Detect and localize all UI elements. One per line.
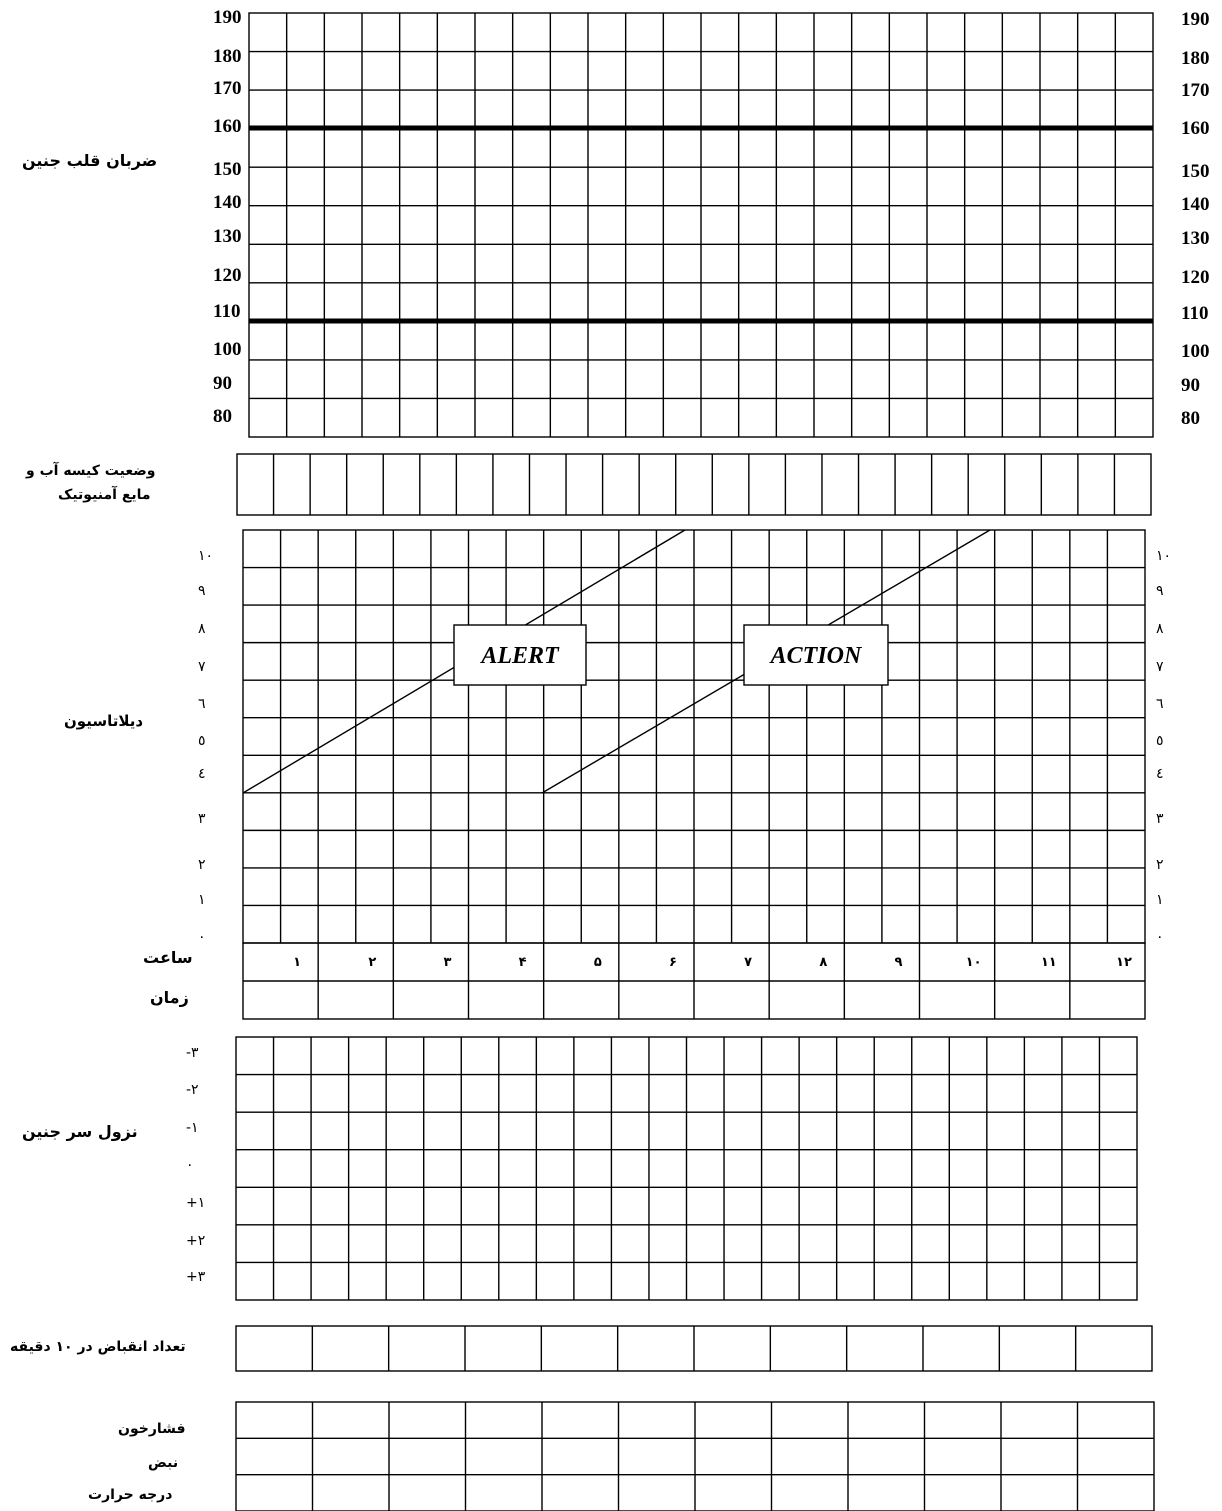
fhr-tick-right: 140 [1181, 194, 1210, 215]
dilatation-tick-left: ۸ [198, 621, 206, 637]
dilatation-tick-right: ٤ [1156, 766, 1164, 782]
descent-tick: +۳ [186, 1269, 206, 1285]
descent-grid[interactable] [0, 0, 1222, 1310]
alert-box [453, 624, 587, 686]
fhr-tick-left: 180 [213, 46, 242, 67]
descent-tick: -۱ [186, 1120, 199, 1136]
descent-tick: +۱ [186, 1195, 206, 1211]
descent-tick: +۲ [186, 1233, 206, 1249]
dilatation-label: دیلاتاسیون [64, 712, 144, 730]
fhr-tick-right: 180 [1181, 48, 1210, 69]
hour-number: ۹ [894, 955, 902, 970]
fhr-tick-left: 80 [213, 406, 232, 427]
hour-number: ۱۰ [966, 955, 982, 970]
fhr-tick-right: 170 [1181, 80, 1210, 101]
fhr-tick-left: 110 [213, 301, 241, 322]
fhr-tick-right: 150 [1181, 161, 1210, 182]
fhr-tick-left: 190 [213, 7, 242, 28]
fhr-label: ضربان قلب جنین [22, 151, 158, 170]
fhr-tick-left: 150 [213, 159, 242, 180]
bp-label: فشارخون [118, 1421, 186, 1437]
hour-number: ۵ [594, 955, 602, 970]
time-label: زمان [150, 988, 189, 1007]
hour-number: ۷ [744, 955, 752, 970]
hour-label: ساعت [143, 948, 193, 967]
membranes-cell-border [236, 453, 1152, 516]
hour-number: ۴ [519, 955, 527, 970]
fhr-tick-right: 160 [1181, 118, 1210, 139]
dilatation-tick-left: ۱ [198, 892, 206, 908]
fhr-tick-right: 190 [1181, 9, 1210, 30]
fhr-tick-right: 130 [1181, 228, 1210, 249]
dilatation-tick-left: ۹ [198, 583, 206, 599]
dilatation-tick-left: ٦ [198, 696, 206, 712]
dilatation-tick-right: ۸ [1156, 621, 1164, 637]
dilatation-tick-right: ٥ [1156, 733, 1164, 749]
descent-tick: -۳ [186, 1045, 199, 1061]
hour-number: ۶ [669, 955, 677, 970]
pulse-label: نبض [148, 1455, 179, 1471]
hour-number: ۱۱ [1041, 955, 1057, 970]
hour-number: ۳ [443, 955, 451, 970]
membranes-label-line2: مایع آمنیوتیک [58, 487, 151, 503]
descent-label: نزول سر جنین [22, 1122, 138, 1141]
dilatation-tick-left: ٥ [198, 733, 206, 749]
fhr-tick-right: 90 [1181, 375, 1200, 396]
alert-label: ALERT [479, 643, 560, 669]
action-label: ACTION [769, 643, 863, 669]
fhr-tick-right: 110 [1181, 303, 1209, 324]
dilatation-tick-left: ۰ [198, 929, 206, 945]
hour-number: ۸ [819, 955, 827, 970]
dilatation-tick-right: ٦ [1156, 696, 1164, 712]
hour-number: ۱۲ [1116, 955, 1132, 970]
action-box [743, 624, 889, 686]
dilatation-tick-right: ۰ [1156, 929, 1164, 945]
dilatation-tick-left: ۷ [198, 659, 206, 675]
fhr-tick-left: 140 [213, 192, 242, 213]
membranes-grid[interactable] [0, 0, 1222, 520]
dilatation-tick-right: ۳ [1156, 811, 1164, 827]
fhr-tick-right: 100 [1181, 341, 1210, 362]
dilatation-tick-right: ۱۰ [1156, 548, 1172, 564]
dilatation-tick-right: ۹ [1156, 583, 1164, 599]
dilatation-tick-left: ۱۰ [198, 548, 214, 564]
descent-tick: ۰ [186, 1157, 194, 1173]
fhr-tick-left: 90 [213, 373, 232, 394]
dilatation-tick-left: ۳ [198, 811, 206, 827]
fhr-tick-left: 100 [213, 339, 242, 360]
membranes-label-line1: وضعیت کیسه آب و [26, 463, 156, 479]
descent-tick: -۲ [186, 1082, 199, 1098]
contractions-grid[interactable] [0, 0, 1222, 1380]
fhr-tick-right: 80 [1181, 408, 1200, 429]
hour-number: ۱ [293, 955, 301, 970]
temperature-label: درجه حرارت [88, 1487, 173, 1503]
contractions-label: تعداد انقباض در ۱۰ دقیقه [10, 1339, 186, 1355]
fhr-grid[interactable] [0, 0, 1222, 445]
fhr-tick-left: 160 [213, 116, 242, 137]
hour-number: ۲ [368, 955, 376, 970]
dilatation-tick-left: ۲ [198, 857, 206, 873]
dilatation-tick-left: ٤ [198, 766, 206, 782]
fhr-tick-right: 120 [1181, 267, 1210, 288]
dilatation-tick-right: ۷ [1156, 659, 1164, 675]
fhr-tick-left: 170 [213, 78, 242, 99]
dilatation-tick-right: ۲ [1156, 857, 1164, 873]
fhr-tick-left: 130 [213, 226, 242, 247]
dilatation-tick-right: ۱ [1156, 892, 1164, 908]
fhr-tick-left: 120 [213, 265, 242, 286]
